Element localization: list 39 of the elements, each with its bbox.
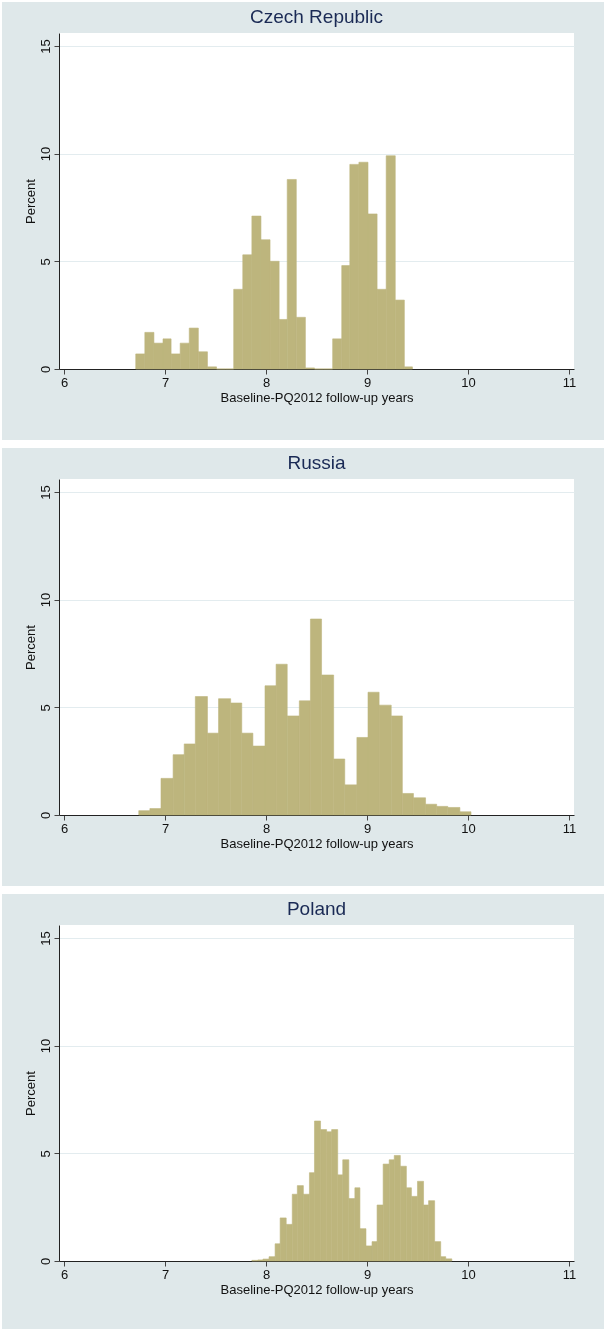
- x-tick-label: 7: [161, 1266, 170, 1282]
- x-tick-label: 10: [461, 1266, 476, 1282]
- x-tick-label: 9: [363, 1266, 372, 1282]
- x-tick-label: 11: [562, 1266, 577, 1282]
- y-tick-label: 10: [37, 146, 53, 162]
- x-tick-label: 11: [562, 820, 577, 836]
- x-tick-label: 9: [363, 820, 372, 836]
- x-tick-label: 7: [161, 374, 170, 390]
- y-axis-title: Percent: [22, 178, 38, 224]
- x-tick-label: 7: [161, 820, 170, 836]
- x-axis-title: Baseline-PQ2012 follow-up years: [220, 389, 414, 405]
- x-tick-label: 8: [262, 820, 271, 836]
- y-tick-label: 0: [37, 811, 53, 820]
- y-tick-label: 0: [37, 1257, 53, 1266]
- x-tick-label: 6: [60, 1266, 69, 1282]
- x-tick-label: 6: [60, 820, 69, 836]
- x-tick-label: 9: [363, 374, 372, 390]
- y-axis-title: Percent: [22, 1070, 38, 1116]
- x-axis-title: Baseline-PQ2012 follow-up years: [220, 1281, 414, 1297]
- y-tick-label: 15: [37, 931, 53, 946]
- chart-title: Czech Republic: [249, 6, 384, 27]
- y-tick-label: 5: [37, 258, 53, 266]
- x-tick-label: 8: [262, 1266, 271, 1282]
- y-tick-label: 5: [37, 1150, 53, 1158]
- y-axis-title: Percent: [22, 624, 38, 670]
- x-tick-label: 10: [461, 374, 476, 390]
- y-tick-label: 15: [37, 485, 53, 500]
- y-tick-label: 10: [37, 592, 53, 608]
- x-tick-label: 6: [60, 374, 69, 390]
- y-tick-label: 5: [37, 704, 53, 712]
- x-tick-label: 11: [562, 374, 577, 390]
- y-tick-label: 10: [37, 1038, 53, 1054]
- x-axis-title: Baseline-PQ2012 follow-up years: [220, 835, 414, 851]
- chart-title: Poland: [286, 898, 347, 919]
- chart-title: Russia: [287, 452, 346, 473]
- y-tick-label: 15: [37, 39, 53, 54]
- x-tick-label: 10: [461, 820, 476, 836]
- y-tick-label: 0: [37, 365, 53, 374]
- x-tick-label: 8: [262, 374, 271, 390]
